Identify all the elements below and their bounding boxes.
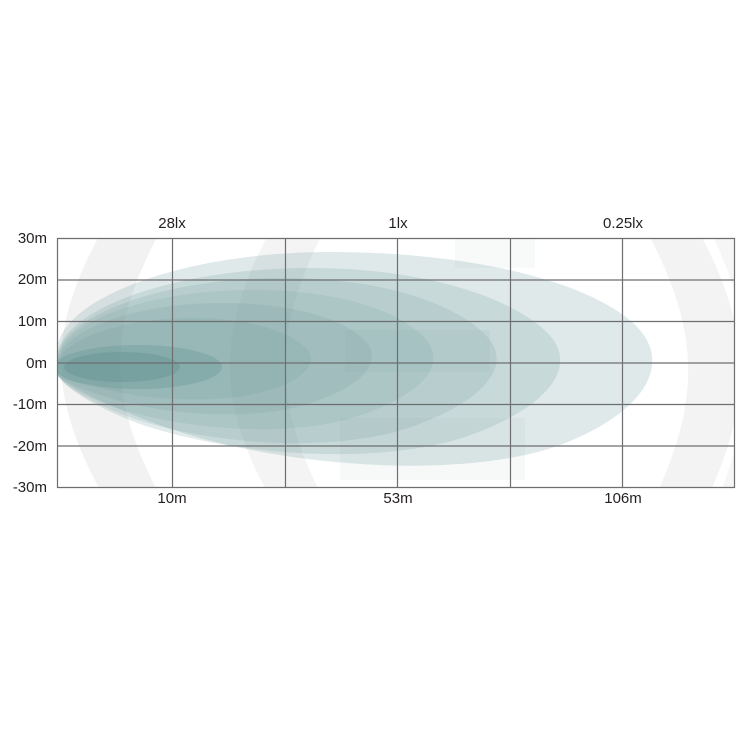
- x-tick-53m: 53m: [383, 490, 413, 507]
- beam-artifact-rect-b: [340, 418, 525, 480]
- beam-artifact-rect-a: [345, 330, 490, 372]
- isolux-layers: [57, 238, 653, 480]
- isolux-layer-0_25lx: [57, 252, 653, 466]
- y-tick-minus20m: -20m: [12, 438, 47, 455]
- chart-grid: [56, 237, 736, 489]
- y-tick-10m: 10m: [17, 313, 47, 330]
- isolux-core-peak: [57, 345, 222, 389]
- beam-artifact-rect-c: [455, 238, 535, 268]
- isolux-layer-28lx: [57, 318, 311, 400]
- top-tick-025lx: 0.25lx: [602, 215, 644, 232]
- isolux-layer-7lx: [57, 290, 434, 430]
- x-tick-10m: 10m: [157, 490, 187, 507]
- y-tick-30m: 30m: [17, 230, 47, 247]
- isolux-layer-15lx: [57, 303, 372, 415]
- isolux-layer-1lx: [57, 268, 561, 455]
- y-tick-20m: 20m: [17, 271, 47, 288]
- y-tick-minus30m: -30m: [12, 479, 47, 496]
- x-tick-106m: 106m: [604, 490, 642, 507]
- y-tick-0m: 0m: [26, 355, 47, 372]
- isolux-core-peak-inner: [64, 352, 180, 382]
- isolux-layer-3lx: [57, 278, 497, 444]
- y-tick-minus10m: -10m: [12, 396, 47, 413]
- top-tick-1lx: 1lx: [388, 215, 408, 232]
- top-tick-28lx: 28lx: [158, 215, 186, 232]
